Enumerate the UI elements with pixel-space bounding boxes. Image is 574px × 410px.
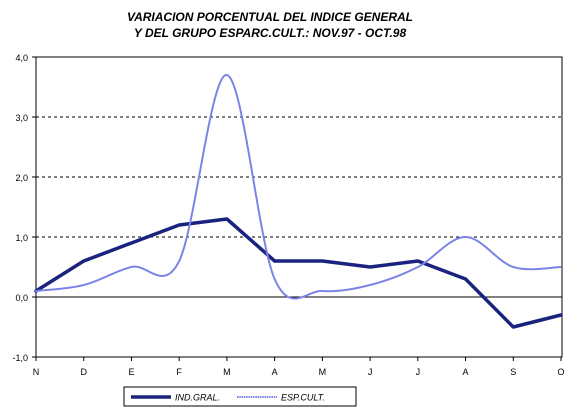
chart-title-line-2: Y DEL GRUPO ESPARC.CULT.: NOV.97 - OCT.9…	[133, 26, 407, 40]
series-line-ind-gral	[34, 217, 563, 329]
x-tick-label: A	[463, 367, 469, 377]
y-tick-label: 4,0	[15, 53, 28, 63]
axes: -1,0 0,0 1,0 2,0 3,0 4,0 N D E F M A M J J A S O	[12, 53, 564, 377]
x-tick-label: A	[272, 367, 278, 377]
series-lines	[34, 74, 563, 329]
x-tick-label: J	[368, 367, 373, 377]
y-tick-label: -1,0	[12, 353, 28, 363]
y-tick-label: 2,0	[15, 173, 28, 183]
y-tick-label: 3,0	[15, 113, 28, 123]
legend-label: ESP.CULT.	[281, 393, 325, 403]
x-tick-label: M	[223, 367, 231, 377]
x-tick-label: N	[33, 367, 40, 377]
x-tick-label: O	[557, 367, 564, 377]
y-tick-label: 0,0	[15, 293, 28, 303]
plot-border	[35, 56, 563, 358]
legend: IND.GRAL. ESP.CULT.	[123, 386, 357, 407]
y-tick-label: 1,0	[15, 233, 28, 243]
x-tick-label: E	[128, 367, 134, 377]
gridlines	[36, 116, 562, 298]
legend-label: IND.GRAL.	[175, 393, 220, 403]
series-line-esp-cult	[35, 74, 562, 300]
x-tick-label: S	[510, 367, 516, 377]
x-tick-label: J	[416, 367, 421, 377]
chart-title-line-1: VARIACION PORCENTUAL DEL INDICE GENERAL	[126, 10, 414, 24]
x-tick-label: D	[80, 367, 87, 377]
x-tick-label: F	[176, 367, 182, 377]
x-tick-label: M	[319, 367, 327, 377]
